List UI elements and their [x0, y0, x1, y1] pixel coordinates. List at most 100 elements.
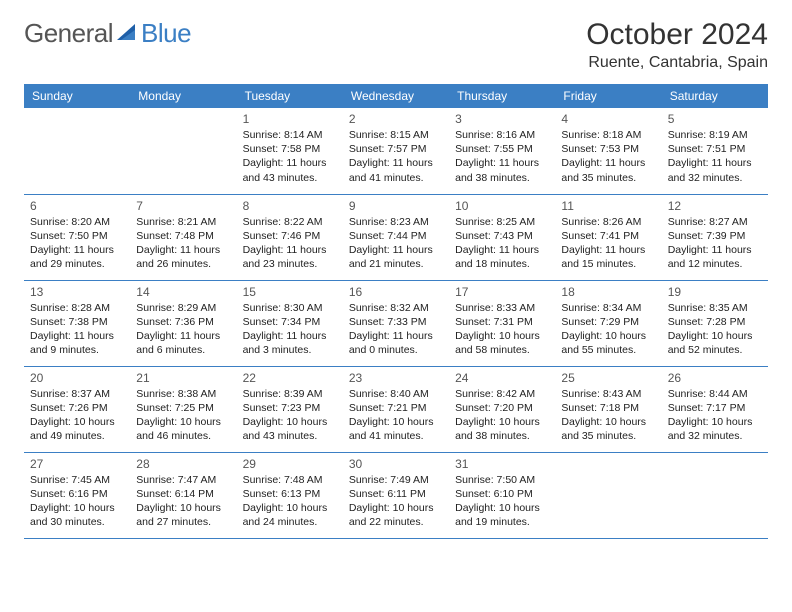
- day-number: 8: [243, 199, 337, 213]
- day-cell: 20Sunrise: 8:37 AMSunset: 7:26 PMDayligh…: [24, 366, 130, 452]
- day-cell: 21 Sunrise: 8:38 AMSunset: 7:25 PMDayligh…: [130, 366, 236, 452]
- day-number: 27: [30, 457, 124, 471]
- day-number: 14: [136, 285, 230, 299]
- weekday-header: Tuesday: [237, 84, 343, 108]
- day-cell: 3 Sunrise: 8:16 AMSunset: 7:55 PMDaylight…: [449, 108, 555, 194]
- day-info: Sunrise: 8:15 AMSunset: 7:57 PMDaylight:…: [349, 128, 443, 185]
- day-number: 11: [561, 199, 655, 213]
- day-info: Sunrise: 8:18 AMSunset: 7:53 PMDaylight:…: [561, 128, 655, 185]
- day-info: Sunrise: 8:29 AMSunset: 7:36 PMDaylight:…: [136, 301, 230, 358]
- day-info: Sunrise: 8:32 AMSunset: 7:33 PMDaylight:…: [349, 301, 443, 358]
- day-number: 6: [30, 199, 124, 213]
- day-cell: 5Sunrise: 8:19 AMSunset: 7:51 PMDaylight…: [662, 108, 768, 194]
- day-number: 18: [561, 285, 655, 299]
- day-number: 26: [668, 371, 762, 385]
- day-number: 3: [455, 112, 549, 126]
- day-number: 31: [455, 457, 549, 471]
- day-info: Sunrise: 7:45 AMSunset: 6:16 PMDaylight:…: [30, 473, 124, 530]
- day-info: Sunrise: 8:20 AMSunset: 7:50 PMDaylight:…: [30, 215, 124, 272]
- day-number: 10: [455, 199, 549, 213]
- day-info: Sunrise: 8:22 AMSunset: 7:46 PMDaylight:…: [243, 215, 337, 272]
- day-number: 19: [668, 285, 762, 299]
- day-cell: 14 Sunrise: 8:29 AMSunset: 7:36 PMDayligh…: [130, 280, 236, 366]
- day-info: Sunrise: 8:37 AMSunset: 7:26 PMDaylight:…: [30, 387, 124, 444]
- day-cell: 11 Sunrise: 8:26 AMSunset: 7:41 PMDayligh…: [555, 194, 661, 280]
- day-cell: 18 Sunrise: 8:34 AMSunset: 7:29 PMDayligh…: [555, 280, 661, 366]
- logo-text-blue: Blue: [141, 18, 191, 49]
- day-info: Sunrise: 8:30 AMSunset: 7:34 PMDaylight:…: [243, 301, 337, 358]
- day-cell: 16 Sunrise: 8:32 AMSunset: 7:33 PMDayligh…: [343, 280, 449, 366]
- day-info: Sunrise: 8:35 AMSunset: 7:28 PMDaylight:…: [668, 301, 762, 358]
- calendar-row: 20Sunrise: 8:37 AMSunset: 7:26 PMDayligh…: [24, 366, 768, 452]
- day-cell: 23Sunrise: 8:40 AMSunset: 7:21 PMDayligh…: [343, 366, 449, 452]
- day-cell: 30Sunrise: 7:49 AMSunset: 6:11 PMDayligh…: [343, 452, 449, 538]
- day-cell: 1Sunrise: 8:14 AMSunset: 7:58 PMDaylight…: [237, 108, 343, 194]
- day-cell: 19 Sunrise: 8:35 AMSunset: 7:28 PMDayligh…: [662, 280, 768, 366]
- day-number: 28: [136, 457, 230, 471]
- weekday-header: Thursday: [449, 84, 555, 108]
- calendar-row: 13Sunrise: 8:28 AMSunset: 7:38 PMDayligh…: [24, 280, 768, 366]
- day-info: Sunrise: 7:47 AMSunset: 6:14 PMDaylight:…: [136, 473, 230, 530]
- empty-cell: [130, 108, 236, 194]
- day-number: 1: [243, 112, 337, 126]
- day-cell: 8 Sunrise: 8:22 AMSunset: 7:46 PMDaylight…: [237, 194, 343, 280]
- empty-cell: [555, 452, 661, 538]
- day-number: 12: [668, 199, 762, 213]
- day-info: Sunrise: 8:26 AMSunset: 7:41 PMDaylight:…: [561, 215, 655, 272]
- day-cell: 13Sunrise: 8:28 AMSunset: 7:38 PMDayligh…: [24, 280, 130, 366]
- day-number: 5: [668, 112, 762, 126]
- calendar-row: 1Sunrise: 8:14 AMSunset: 7:58 PMDaylight…: [24, 108, 768, 194]
- logo: General Blue: [24, 18, 191, 49]
- day-info: Sunrise: 8:44 AMSunset: 7:17 PMDaylight:…: [668, 387, 762, 444]
- day-info: Sunrise: 7:48 AMSunset: 6:13 PMDaylight:…: [243, 473, 337, 530]
- day-cell: 25 Sunrise: 8:43 AMSunset: 7:18 PMDayligh…: [555, 366, 661, 452]
- weekday-header: Sunday: [24, 84, 130, 108]
- day-number: 16: [349, 285, 443, 299]
- calendar-row: 6 Sunrise: 8:20 AMSunset: 7:50 PMDaylight…: [24, 194, 768, 280]
- day-number: 9: [349, 199, 443, 213]
- day-cell: 9Sunrise: 8:23 AMSunset: 7:44 PMDaylight…: [343, 194, 449, 280]
- weekday-header: Wednesday: [343, 84, 449, 108]
- day-info: Sunrise: 8:27 AMSunset: 7:39 PMDaylight:…: [668, 215, 762, 272]
- empty-cell: [662, 452, 768, 538]
- day-info: Sunrise: 8:34 AMSunset: 7:29 PMDaylight:…: [561, 301, 655, 358]
- day-info: Sunrise: 8:43 AMSunset: 7:18 PMDaylight:…: [561, 387, 655, 444]
- calendar-table: SundayMondayTuesdayWednesdayThursdayFrid…: [24, 84, 768, 539]
- day-number: 17: [455, 285, 549, 299]
- day-info: Sunrise: 8:28 AMSunset: 7:38 PMDaylight:…: [30, 301, 124, 358]
- day-number: 21: [136, 371, 230, 385]
- day-info: Sunrise: 8:16 AMSunset: 7:55 PMDaylight:…: [455, 128, 549, 185]
- day-number: 2: [349, 112, 443, 126]
- empty-cell: [24, 108, 130, 194]
- day-cell: 6 Sunrise: 8:20 AMSunset: 7:50 PMDaylight…: [24, 194, 130, 280]
- day-cell: 7 Sunrise: 8:21 AMSunset: 7:48 PMDaylight…: [130, 194, 236, 280]
- logo-sail-icon: [117, 22, 139, 45]
- day-cell: 29Sunrise: 7:48 AMSunset: 6:13 PMDayligh…: [237, 452, 343, 538]
- day-info: Sunrise: 8:25 AMSunset: 7:43 PMDaylight:…: [455, 215, 549, 272]
- day-number: 7: [136, 199, 230, 213]
- location: Ruente, Cantabria, Spain: [586, 54, 768, 72]
- header: General Blue October 2024 Ruente, Cantab…: [24, 18, 768, 72]
- day-info: Sunrise: 7:50 AMSunset: 6:10 PMDaylight:…: [455, 473, 549, 530]
- calendar-row: 27 Sunrise: 7:45 AMSunset: 6:16 PMDayligh…: [24, 452, 768, 538]
- day-number: 23: [349, 371, 443, 385]
- title-block: October 2024 Ruente, Cantabria, Spain: [586, 18, 768, 72]
- day-cell: 10 Sunrise: 8:25 AMSunset: 7:43 PMDayligh…: [449, 194, 555, 280]
- month-title: October 2024: [586, 18, 768, 52]
- weekday-header: Friday: [555, 84, 661, 108]
- day-cell: 31 Sunrise: 7:50 AMSunset: 6:10 PMDayligh…: [449, 452, 555, 538]
- day-number: 4: [561, 112, 655, 126]
- day-info: Sunrise: 8:21 AMSunset: 7:48 PMDaylight:…: [136, 215, 230, 272]
- day-cell: 26 Sunrise: 8:44 AMSunset: 7:17 PMDayligh…: [662, 366, 768, 452]
- day-cell: 27 Sunrise: 7:45 AMSunset: 6:16 PMDayligh…: [24, 452, 130, 538]
- day-cell: 24Sunrise: 8:42 AMSunset: 7:20 PMDayligh…: [449, 366, 555, 452]
- day-info: Sunrise: 8:38 AMSunset: 7:25 PMDaylight:…: [136, 387, 230, 444]
- day-number: 25: [561, 371, 655, 385]
- day-info: Sunrise: 8:39 AMSunset: 7:23 PMDaylight:…: [243, 387, 337, 444]
- day-info: Sunrise: 8:42 AMSunset: 7:20 PMDaylight:…: [455, 387, 549, 444]
- calendar-head: SundayMondayTuesdayWednesdayThursdayFrid…: [24, 84, 768, 108]
- day-cell: 17Sunrise: 8:33 AMSunset: 7:31 PMDayligh…: [449, 280, 555, 366]
- logo-text-general: General: [24, 18, 113, 49]
- weekday-header: Monday: [130, 84, 236, 108]
- day-cell: 2 Sunrise: 8:15 AMSunset: 7:57 PMDaylight…: [343, 108, 449, 194]
